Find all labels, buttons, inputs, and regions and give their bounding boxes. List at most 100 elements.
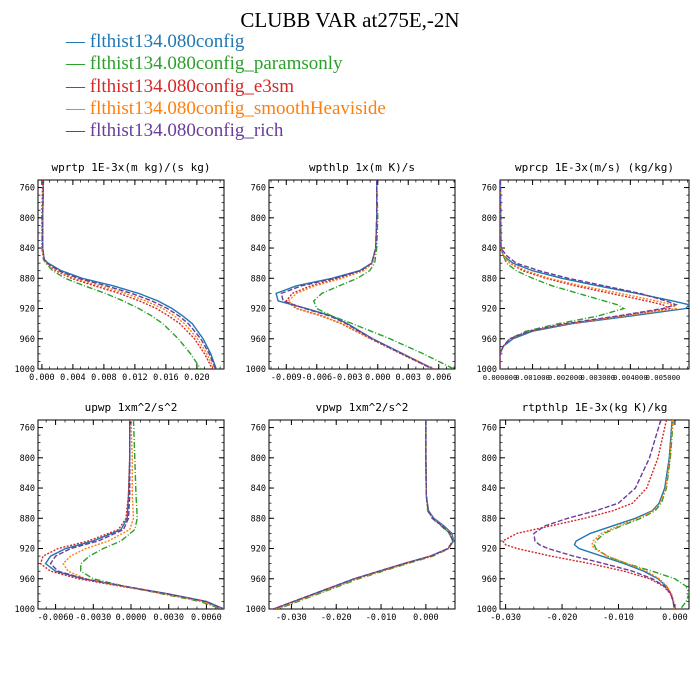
x-tick-label: 0.003	[395, 373, 421, 383]
y-tick-label: 760	[482, 184, 497, 194]
series-line	[591, 420, 676, 609]
x-tick-label: 0.000	[662, 613, 688, 623]
x-tick-label: 0.005000	[646, 373, 681, 382]
series-line	[273, 420, 455, 609]
figure-title: CLUBB VAR at275E,-2N	[240, 8, 460, 32]
plot-frame	[268, 419, 456, 610]
chart-title: upwp 1xm^2/s^2	[85, 401, 178, 414]
x-tick-label: 0.016	[153, 373, 179, 383]
y-tick-label: 960	[482, 335, 497, 345]
y-tick-label: 840	[251, 484, 266, 494]
y-tick-label: 920	[251, 305, 266, 315]
chart-panel: wpthlp 1x(m K)/s 760 800 840 880 920 960 1000 -0…	[246, 161, 456, 383]
y-tick-label: 800	[251, 214, 266, 224]
y-tick-label: 880	[251, 514, 266, 524]
y-tick-label: 840	[20, 484, 35, 494]
chart-title: wprtp 1E-3x(m kg)/(s kg)	[52, 161, 211, 174]
y-tick-label: 800	[482, 454, 497, 464]
y-tick-label: 920	[482, 545, 497, 555]
y-tick-label: 960	[251, 335, 266, 345]
y-tick-label: 920	[20, 305, 35, 315]
chart-panel: wprcp 1E-3x(m/s) (kg/kg) 760 800 840 880 920 9…	[477, 161, 690, 382]
series-line	[41, 180, 202, 369]
y-tick-label: 1000	[15, 605, 35, 615]
x-tick-label: -0.020	[547, 613, 578, 623]
x-tick-label: 0.012	[122, 373, 148, 383]
series-line	[500, 180, 679, 369]
x-tick-label: 0.0060	[191, 613, 222, 623]
series-line	[80, 420, 222, 609]
chart-panel: vpwp 1xm^2/s^2 760 800 840 880 920 960 1000 -0.0…	[246, 401, 456, 623]
x-tick-label: 0.004	[60, 373, 86, 383]
y-tick-label: 840	[20, 244, 35, 254]
x-tick-label: 0.000	[365, 373, 391, 383]
y-tick-label: 880	[20, 274, 35, 284]
y-tick-label: 960	[251, 575, 266, 585]
y-tick-label: 800	[20, 214, 35, 224]
series-line	[573, 420, 676, 609]
series-line	[49, 420, 224, 609]
x-tick-label: -0.020	[321, 613, 352, 623]
chart-panel: rtpthlp 1E-3x(kg K)/kg 760 800 840 880 920 960…	[477, 401, 690, 623]
legend-entry: — flthist134.080config_e3sm	[66, 75, 294, 97]
series-line	[273, 420, 454, 609]
legend-entry: — flthist134.080config_rich	[66, 120, 284, 142]
legend-entry: — flthist134.080config_smoothHeaviside	[66, 97, 386, 119]
series-line	[287, 180, 434, 369]
chart-panel: wprtp 1E-3x(m kg)/(s kg) 760 800 840 880 920 9…	[15, 161, 225, 383]
chart-panel: upwp 1xm^2/s^27608008408809209601000-0.0…	[15, 401, 225, 623]
x-tick-label: 0.020	[184, 373, 210, 383]
y-tick-label: 840	[251, 244, 266, 254]
x-tick-label: -0.009	[271, 373, 302, 383]
chart-title: rtpthlp 1E-3x(kg K)/kg	[522, 401, 668, 414]
x-tick-label: -0.0030	[75, 613, 111, 623]
x-tick-label: 0.000	[413, 613, 439, 623]
x-tick-label: 0.001000	[515, 373, 550, 382]
x-tick-label: -0.030	[276, 613, 307, 623]
series-line	[280, 180, 433, 369]
series-line	[500, 180, 689, 369]
x-tick-label: 0.002000	[548, 373, 583, 382]
y-tick-label: 840	[482, 244, 497, 254]
x-tick-label: 0.004000	[613, 373, 648, 382]
x-tick-label: -0.003	[332, 373, 363, 383]
y-tick-label: 800	[251, 454, 266, 464]
y-tick-label: 880	[20, 514, 35, 524]
y-tick-label: 760	[20, 424, 35, 434]
x-tick-label: 0.000000	[483, 373, 518, 382]
series-line	[62, 420, 223, 609]
legend-entry: — flthist134.080config_paramsonly	[66, 53, 343, 75]
y-tick-label: 960	[20, 575, 35, 585]
y-tick-label: 880	[251, 274, 266, 284]
y-tick-label: 920	[482, 305, 497, 315]
series-line	[500, 180, 626, 369]
plot-frame	[499, 179, 690, 370]
series-line	[500, 180, 672, 369]
y-tick-label: 1000	[246, 365, 266, 375]
y-tick-label: 960	[482, 575, 497, 585]
series-line	[593, 420, 689, 609]
y-tick-label: 840	[482, 484, 497, 494]
y-tick-label: 960	[20, 335, 35, 345]
plot-frame	[499, 419, 690, 610]
y-tick-label: 760	[20, 184, 35, 194]
x-tick-label: 0.0030	[153, 613, 184, 623]
y-tick-label: 760	[251, 424, 266, 434]
series-line	[275, 180, 434, 369]
y-tick-label: 920	[251, 545, 266, 555]
y-tick-label: 1000	[15, 365, 35, 375]
x-tick-label: 0.006	[426, 373, 452, 383]
series-line	[44, 420, 224, 609]
plot-frame	[268, 179, 456, 370]
legend-entry: — flthist134.080config	[66, 31, 245, 52]
series-line	[533, 420, 676, 609]
x-tick-label: -0.010	[366, 613, 397, 623]
x-tick-label: -0.0060	[38, 613, 74, 623]
x-tick-label: -0.006	[301, 373, 332, 383]
x-tick-label: -0.030	[490, 613, 521, 623]
x-tick-label: 0.000	[29, 373, 55, 383]
y-tick-label: 800	[482, 214, 497, 224]
x-tick-label: 0.008	[91, 373, 117, 383]
series-line	[285, 180, 433, 369]
